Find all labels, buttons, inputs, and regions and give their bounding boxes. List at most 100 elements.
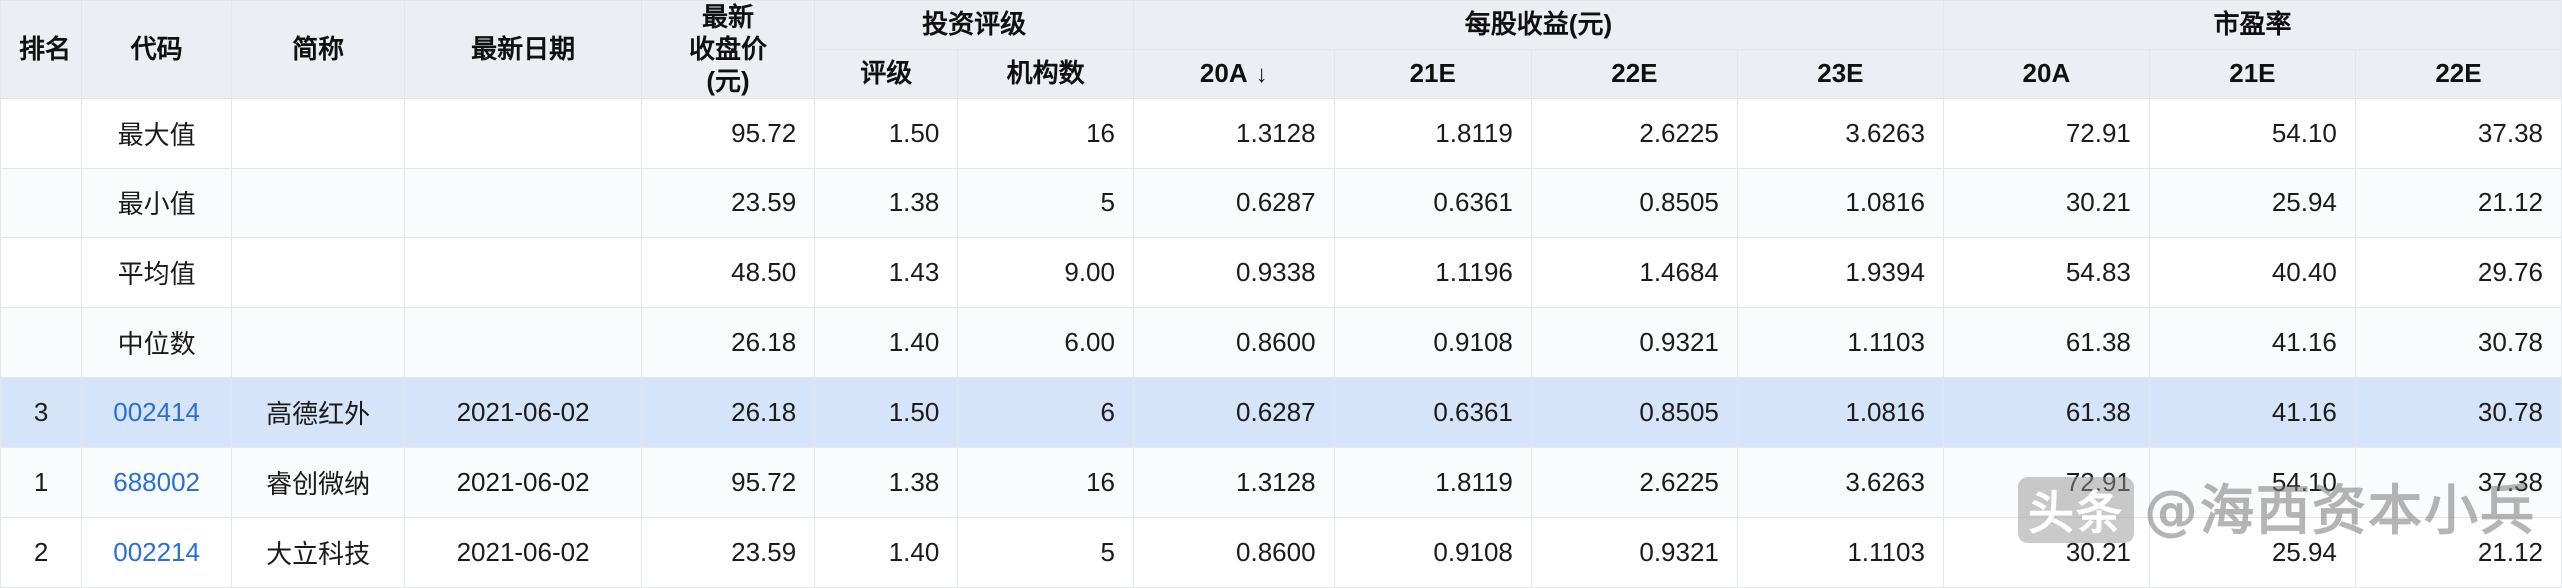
cell-eps-23e: 1.9394 <box>1736 237 1944 309</box>
cell-institutions: 5 <box>957 516 1134 588</box>
cell-eps-20a: 0.8600 <box>1132 307 1335 379</box>
cell-institutions: 5 <box>957 167 1134 239</box>
cell-rank <box>0 237 83 309</box>
cell-eps-22e: 2.6225 <box>1530 97 1738 169</box>
cell-pe-22e: 30.78 <box>2354 377 2562 448</box>
cell-eps-22e: 0.9321 <box>1530 307 1738 379</box>
cell-eps-22e: 0.8505 <box>1530 167 1738 239</box>
cell-close-price: 48.50 <box>640 237 816 309</box>
cell-rank: 3 <box>0 377 83 448</box>
cell-code[interactable]: 002214 <box>81 516 232 588</box>
cell-close-price: 95.72 <box>640 447 816 518</box>
cell-eps-23e: 3.6263 <box>1736 447 1944 518</box>
cell-pe-21e: 41.16 <box>2148 377 2356 448</box>
cell-pe-21e: 54.10 <box>2148 447 2356 518</box>
cell-eps-20a: 0.6287 <box>1132 167 1335 239</box>
col-header-pe-21e[interactable]: 21E <box>2148 48 2356 99</box>
cell-eps-21e: 1.8119 <box>1333 97 1532 169</box>
cell-pe-20a: 30.21 <box>1942 516 2150 588</box>
col-header-rank[interactable]: 排名 <box>0 0 83 99</box>
col-header-pe-22e[interactable]: 22E <box>2354 48 2562 99</box>
cell-eps-23e: 1.1103 <box>1736 307 1944 379</box>
cell-latest-date: 2021-06-02 <box>404 447 642 518</box>
header-row-sub: 评级 机构数 20A ↓ 21E 22E 23E 20A 21E 22E <box>1 48 2562 99</box>
col-header-eps-20a[interactable]: 20A ↓ <box>1132 48 1335 99</box>
cell-close-price: 26.18 <box>640 377 816 448</box>
col-header-institution-count[interactable]: 机构数 <box>957 48 1134 99</box>
table-row[interactable]: 最小值 23.59 1.38 5 0.6287 0.6361 0.8505 1.0816 30.… <box>0 167 2562 239</box>
cell-close-price: 23.59 <box>640 516 816 588</box>
col-header-short-name[interactable]: 简称 <box>230 0 406 99</box>
cell-close-price: 23.59 <box>640 167 816 239</box>
close-price-line-2: 收盘价 <box>688 34 767 65</box>
cell-pe-22e: 21.12 <box>2354 167 2562 239</box>
cell-eps-22e: 1.4684 <box>1530 237 1738 309</box>
cell-eps-23e: 3.6263 <box>1736 97 1944 169</box>
cell-close-price: 26.18 <box>640 307 816 379</box>
cell-pe-22e: 30.78 <box>2354 307 2562 379</box>
col-group-header-pe: 市盈率 <box>1942 0 2562 50</box>
cell-eps-22e: 2.6225 <box>1530 447 1738 518</box>
table-row[interactable]: 平均值 48.50 1.43 9.00 0.9338 1.1196 1.4684 1.9394… <box>0 237 2562 309</box>
cell-rating: 1.50 <box>814 377 959 448</box>
close-price-line-3: (元) <box>706 66 750 97</box>
cell-code[interactable]: 688002 <box>81 447 232 518</box>
cell-pe-22e: 37.38 <box>2354 447 2562 518</box>
cell-short-name <box>230 167 406 239</box>
cell-institutions: 16 <box>957 447 1134 518</box>
cell-latest-date: 2021-06-02 <box>404 377 642 448</box>
cell-rank <box>0 97 83 169</box>
cell-code: 中位数 <box>81 307 232 379</box>
sort-descending-icon[interactable]: ↓ <box>1255 60 1268 88</box>
cell-rank <box>0 167 83 239</box>
cell-short-name: 睿创微纳 <box>230 447 406 518</box>
table-row[interactable]: 3 002414 高德红外 2021-06-02 26.18 1.50 6 0.6287 0.6… <box>0 377 2562 448</box>
cell-pe-20a: 30.21 <box>1942 167 2150 239</box>
header-row-top: 排名 代码 简称 最新日期 最新 收盘价 (元) 投资评级 每股收益(元) 市盈… <box>0 0 2562 99</box>
col-header-eps-23e[interactable]: 23E <box>1736 48 1944 99</box>
col-header-latest-date[interactable]: 最新日期 <box>404 0 642 99</box>
cell-latest-date <box>404 167 642 239</box>
cell-eps-21e: 0.6361 <box>1333 167 1532 239</box>
col-header-rating-score[interactable]: 评级 <box>814 48 959 99</box>
table-row[interactable]: 中位数 26.18 1.40 6.00 0.8600 0.9108 0.9321 1.1103… <box>0 307 2562 379</box>
col-group-header-rating: 投资评级 <box>814 0 1134 50</box>
col-header-code[interactable]: 代码 <box>81 0 232 99</box>
col-header-eps-21e[interactable]: 21E <box>1333 48 1532 99</box>
cell-rating: 1.43 <box>814 237 959 309</box>
table-header: 排名 代码 简称 最新日期 最新 收盘价 (元) 投资评级 每股收益(元) 市盈… <box>0 0 2562 99</box>
cell-rating: 1.38 <box>814 167 959 239</box>
cell-code: 最小值 <box>81 167 232 239</box>
cell-rank <box>0 307 83 379</box>
table-body: 最大值 95.72 1.50 16 1.3128 1.8119 2.6225 3.6263 72… <box>0 97 2562 588</box>
cell-pe-21e: 40.40 <box>2148 237 2356 309</box>
cell-pe-21e: 41.16 <box>2148 307 2356 379</box>
col-header-eps-22e[interactable]: 22E <box>1530 48 1738 99</box>
cell-pe-22e: 29.76 <box>2354 237 2562 309</box>
close-price-line-1: 最新 <box>701 2 754 32</box>
table-row[interactable]: 最大值 95.72 1.50 16 1.3128 1.8119 2.6225 3.6263 72… <box>0 97 2562 169</box>
cell-pe-20a: 61.38 <box>1942 307 2150 379</box>
cell-latest-date <box>404 307 642 379</box>
col-header-pe-20a[interactable]: 20A <box>1942 48 2150 99</box>
col-header-close-price[interactable]: 最新 收盘价 (元) <box>640 0 816 99</box>
table-row[interactable]: 1 688002 睿创微纳 2021-06-02 95.72 1.38 16 1.3128 1.… <box>0 447 2562 518</box>
cell-pe-21e: 25.94 <box>2148 167 2356 239</box>
table-row[interactable]: 2 002214 大立科技 2021-06-02 23.59 1.40 5 0.8600 0.9… <box>0 516 2562 588</box>
cell-institutions: 6.00 <box>957 307 1134 379</box>
cell-rating: 1.40 <box>814 516 959 588</box>
cell-pe-22e: 37.38 <box>2354 97 2562 169</box>
cell-eps-22e: 0.9321 <box>1530 516 1738 588</box>
col-group-header-eps: 每股收益(元) <box>1132 0 1944 50</box>
cell-code[interactable]: 002414 <box>81 377 232 448</box>
cell-short-name <box>230 307 406 379</box>
cell-pe-20a: 54.83 <box>1942 237 2150 309</box>
cell-pe-21e: 54.10 <box>2148 97 2356 169</box>
cell-eps-21e: 0.9108 <box>1333 516 1532 588</box>
cell-eps-20a: 1.3128 <box>1132 447 1335 518</box>
cell-eps-20a: 1.3128 <box>1132 97 1335 169</box>
cell-pe-21e: 25.94 <box>2148 516 2356 588</box>
cell-eps-23e: 1.0816 <box>1736 377 1944 448</box>
cell-rating: 1.40 <box>814 307 959 379</box>
